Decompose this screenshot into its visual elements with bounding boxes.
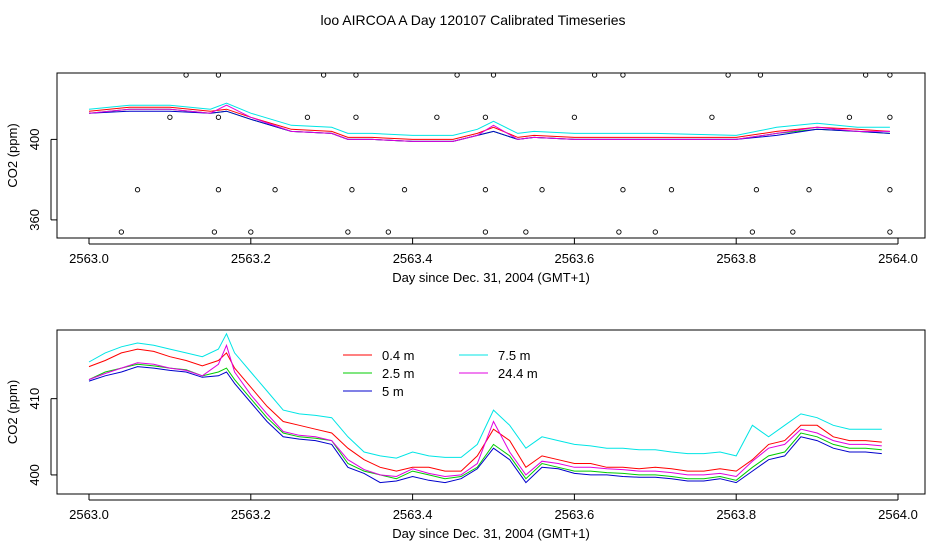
x-tick-label: 2563.0 bbox=[69, 507, 109, 522]
data-point bbox=[725, 72, 731, 78]
data-point bbox=[539, 187, 545, 193]
data-point bbox=[668, 187, 675, 193]
y-tick-label: 400 bbox=[27, 129, 42, 151]
series-line-24-4-m bbox=[88, 343, 882, 478]
data-point bbox=[846, 114, 853, 120]
data-point bbox=[401, 187, 408, 193]
data-point bbox=[523, 229, 529, 235]
data-point bbox=[349, 187, 355, 193]
y-axis-label: CO2 (ppm) bbox=[5, 123, 20, 187]
series-line-5-m bbox=[88, 366, 882, 484]
series-line-7-5-m bbox=[88, 332, 882, 459]
y-tick-label: 400 bbox=[27, 464, 42, 486]
data-point bbox=[571, 114, 578, 120]
data-point bbox=[790, 229, 796, 235]
data-point bbox=[353, 72, 359, 78]
data-point bbox=[862, 72, 869, 78]
legend: 0.4 m 2.5 m 5 m 7.5 m 24.4 m bbox=[343, 348, 538, 399]
data-point bbox=[887, 229, 893, 235]
figure-title: loo AIRCOA A Day 120107 Calibrated Times… bbox=[320, 12, 625, 28]
x-tick-label: 2563.8 bbox=[716, 507, 756, 522]
data-point bbox=[454, 72, 460, 78]
data-point bbox=[616, 229, 622, 235]
data-point bbox=[215, 187, 222, 193]
legend-label: 7.5 m bbox=[498, 348, 531, 363]
legend-label: 2.5 m bbox=[382, 366, 415, 381]
data-point bbox=[118, 229, 125, 235]
data-point bbox=[434, 114, 440, 120]
series-line-2-5-m bbox=[88, 363, 882, 481]
plot-frame bbox=[56, 329, 926, 495]
data-point bbox=[620, 72, 626, 78]
legend-label: 5 m bbox=[382, 384, 404, 399]
data-point bbox=[167, 114, 173, 120]
bottom-panel: 2563.0 2563.2 2563.4 2563.6 2563.8 2564.0 Day … bbox=[5, 329, 926, 541]
data-point bbox=[887, 72, 893, 78]
data-point bbox=[490, 72, 497, 78]
y-axis-label: CO2 (ppm) bbox=[5, 380, 20, 444]
data-point bbox=[134, 187, 141, 193]
data-point bbox=[304, 114, 311, 120]
data-point bbox=[620, 187, 626, 193]
top-panel: 2563.0 2563.2 2563.4 2563.6 2563.8 2564.0 Day … bbox=[5, 72, 926, 285]
data-point bbox=[353, 114, 359, 120]
legend-label: 24.4 m bbox=[498, 366, 538, 381]
y-tick-label: 410 bbox=[27, 388, 42, 410]
data-point bbox=[709, 114, 715, 120]
legend-label: 0.4 m bbox=[382, 348, 415, 363]
x-tick-label: 2563.4 bbox=[393, 251, 433, 266]
data-point bbox=[482, 187, 489, 193]
data-point bbox=[753, 187, 760, 193]
x-tick-label: 2563.8 bbox=[716, 251, 756, 266]
series-line-7-5-m bbox=[88, 102, 890, 136]
y-tick-label: 360 bbox=[27, 209, 42, 231]
plot-frame bbox=[56, 72, 926, 239]
data-point bbox=[272, 187, 278, 193]
x-tick-label: 2563.4 bbox=[393, 507, 433, 522]
data-point bbox=[215, 114, 222, 120]
data-point bbox=[211, 229, 218, 235]
data-point bbox=[652, 229, 658, 235]
data-point bbox=[887, 114, 893, 120]
data-point bbox=[591, 72, 598, 78]
data-point bbox=[887, 187, 893, 193]
series-line-24-4-m bbox=[88, 104, 890, 142]
data-point bbox=[385, 229, 391, 235]
data-point bbox=[757, 72, 764, 78]
x-tick-label: 2563.2 bbox=[231, 251, 271, 266]
x-tick-label: 2564.0 bbox=[878, 507, 918, 522]
data-point bbox=[248, 229, 254, 235]
data-point bbox=[749, 229, 756, 235]
x-tick-label: 2564.0 bbox=[878, 251, 918, 266]
series-line-5-m bbox=[88, 110, 890, 142]
series-line-0-4-m bbox=[88, 106, 890, 140]
data-point bbox=[482, 229, 489, 235]
x-tick-label: 2563.2 bbox=[231, 507, 271, 522]
data-point bbox=[183, 72, 189, 78]
x-axis-label: Day since Dec. 31, 2004 (GMT+1) bbox=[392, 270, 590, 285]
data-point bbox=[482, 114, 489, 120]
x-tick-label: 2563.6 bbox=[555, 507, 595, 522]
x-axis-label: Day since Dec. 31, 2004 (GMT+1) bbox=[392, 526, 590, 541]
data-point bbox=[320, 72, 327, 78]
x-tick-label: 2563.0 bbox=[69, 251, 109, 266]
data-point bbox=[215, 72, 222, 78]
data-point bbox=[345, 229, 351, 235]
data-point bbox=[806, 187, 812, 193]
x-tick-label: 2563.6 bbox=[555, 251, 595, 266]
